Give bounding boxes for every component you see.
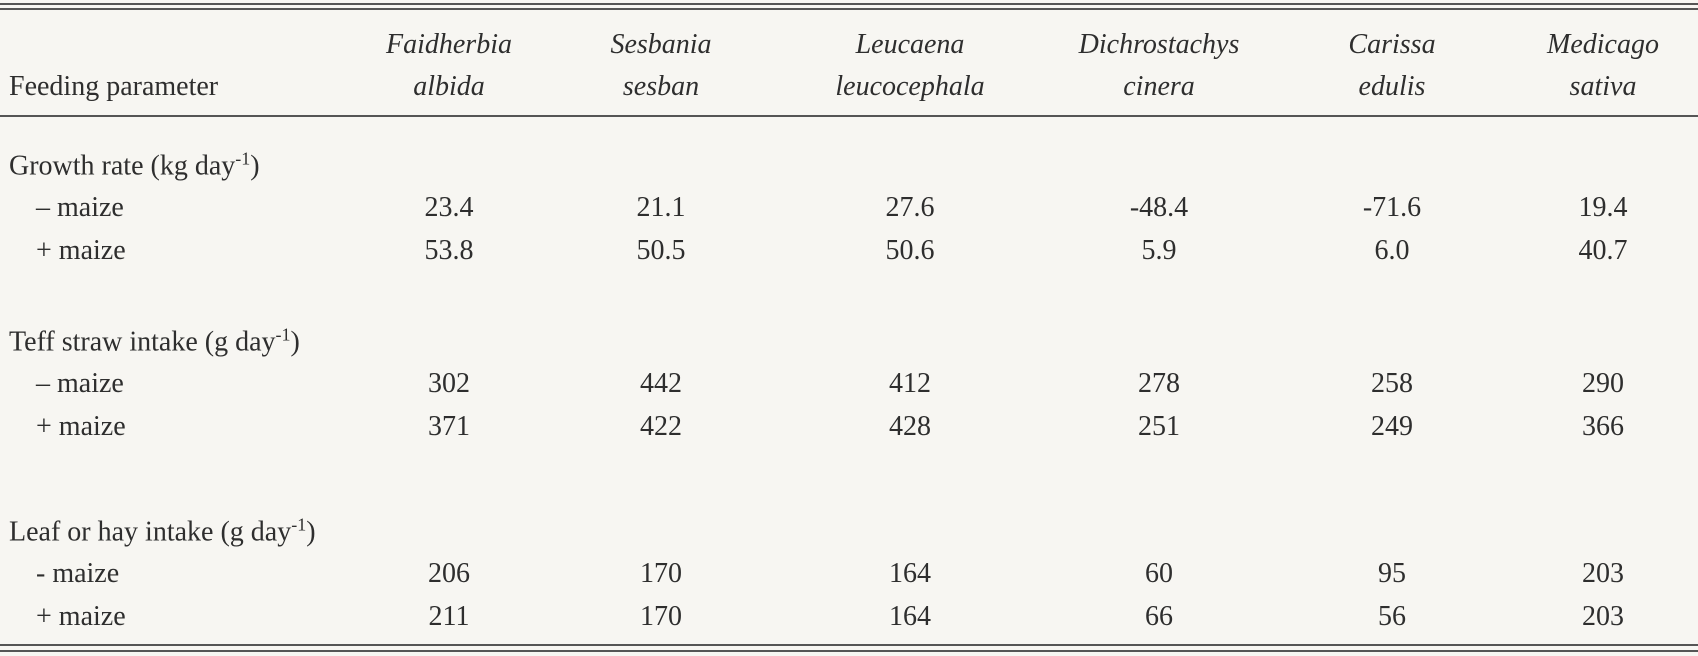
cell-value: 206 [428, 558, 470, 589]
column-header: Sesbania [610, 29, 712, 60]
cell-value: 366 [1582, 411, 1624, 442]
cell-value: -48.4 [1129, 192, 1189, 223]
row-label: – maize [36, 368, 124, 399]
cell-value: 27.6 [885, 192, 935, 223]
section-title-end: ) [290, 326, 300, 358]
column-header: Medicago [1547, 29, 1659, 60]
column-header: edulis [1358, 71, 1426, 102]
row-label: + maize [36, 235, 126, 266]
bottom-rule [0, 644, 1698, 646]
column-header: leucocephala [835, 71, 985, 102]
cell-value: 302 [428, 368, 470, 399]
section-title-superscript: -1 [291, 514, 307, 535]
row-label: + maize [36, 411, 126, 442]
cell-value: 66 [1145, 601, 1173, 632]
cell-value: 164 [889, 558, 931, 589]
cell-value: 412 [889, 368, 931, 399]
section-title-text: Leaf or hay intake (g day [9, 516, 292, 548]
column-header: sesban [622, 71, 700, 102]
cell-value: 21.1 [636, 192, 686, 223]
section-title: Teff straw intake (g day-1) [9, 326, 300, 357]
cell-value: 203 [1582, 601, 1624, 632]
cell-value: 5.9 [1141, 235, 1177, 266]
row-label: – maize [36, 192, 124, 223]
cell-value: 19.4 [1578, 192, 1628, 223]
cell-value: 371 [428, 411, 470, 442]
cell-value: 290 [1582, 368, 1624, 399]
top-rule [0, 3, 1698, 5]
cell-value: 203 [1582, 558, 1624, 589]
header-label: Feeding parameter [9, 71, 219, 102]
section-title-superscript: -1 [275, 324, 291, 345]
column-header: Dichrostachys [1078, 29, 1240, 60]
cell-value: 23.4 [424, 192, 474, 223]
row-label: + maize [36, 601, 126, 632]
section-title: Growth rate (kg day-1) [9, 150, 260, 181]
cell-value: 258 [1371, 368, 1413, 399]
column-header: albida [413, 71, 485, 102]
section-title-text: Growth rate (kg day [9, 150, 236, 182]
cell-value: 251 [1138, 411, 1180, 442]
cell-value: 6.0 [1374, 235, 1410, 266]
cell-value: 170 [640, 558, 682, 589]
section-title-text: Teff straw intake (g day [9, 326, 276, 358]
column-header: sativa [1569, 71, 1637, 102]
cell-value: 50.5 [636, 235, 686, 266]
cell-value: 40.7 [1578, 235, 1628, 266]
cell-value: 428 [889, 411, 931, 442]
section-title-end: ) [306, 516, 316, 548]
header-rule [0, 115, 1698, 117]
cell-value: 164 [889, 601, 931, 632]
cell-value: 211 [428, 601, 470, 632]
cell-value: 249 [1371, 411, 1413, 442]
cell-value: -71.6 [1362, 192, 1422, 223]
top-rule [0, 8, 1698, 10]
section-title-end: ) [250, 150, 260, 182]
section-title: Leaf or hay intake (g day-1) [9, 516, 316, 547]
cell-value: 60 [1145, 558, 1173, 589]
cell-value: 56 [1378, 601, 1406, 632]
column-header: Leucaena [855, 29, 965, 60]
cell-value: 53.8 [424, 235, 474, 266]
row-label: - maize [36, 558, 120, 589]
cell-value: 50.6 [885, 235, 935, 266]
cell-value: 278 [1138, 368, 1180, 399]
bottom-rule [0, 650, 1698, 652]
cell-value: 170 [640, 601, 682, 632]
column-header: Faidherbia [386, 29, 512, 60]
cell-value: 442 [640, 368, 682, 399]
column-header: cinera [1123, 71, 1195, 102]
cell-value: 95 [1378, 558, 1406, 589]
cell-value: 422 [640, 411, 682, 442]
section-title-superscript: -1 [235, 148, 251, 169]
column-header: Carissa [1348, 29, 1436, 60]
